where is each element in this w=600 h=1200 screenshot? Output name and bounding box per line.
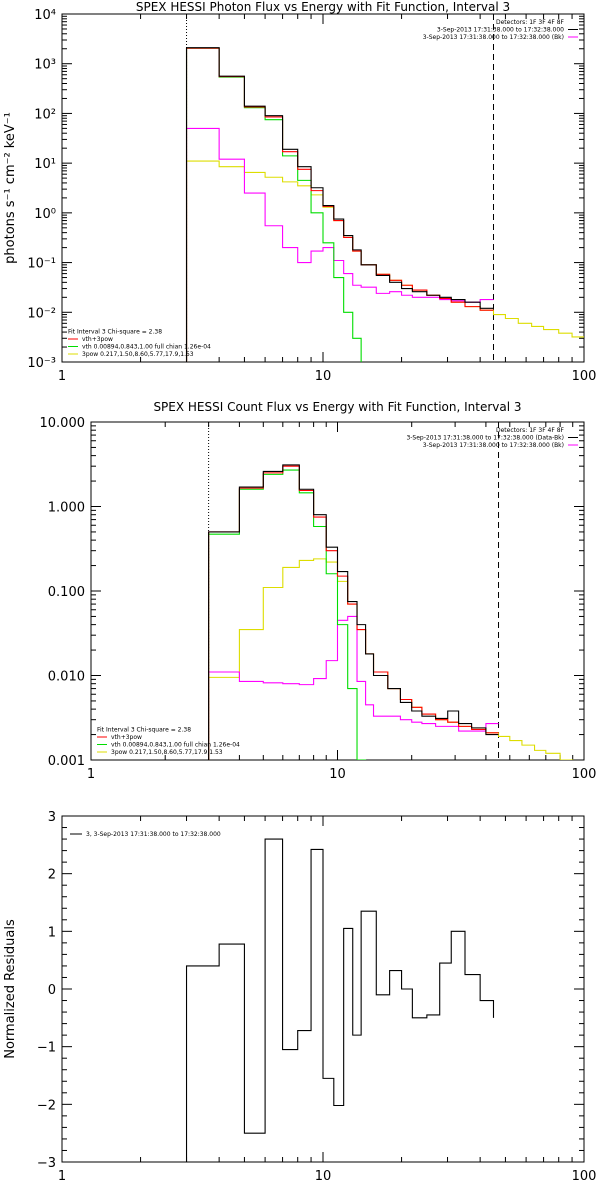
y-tick-label: 0 [48, 983, 56, 998]
series-vth-line [185, 47, 362, 362]
legend-entry-text: 3-Sep-2013 17:31:38.000 to 17:32:38.000 [437, 27, 564, 34]
x-tick-label: 10 [315, 1169, 332, 1184]
series-pow-line [185, 160, 584, 362]
y-tick-label: −3 [37, 1156, 56, 1171]
y-tick-label: −2 [37, 1098, 56, 1113]
y-tick-label: 0.100 [48, 585, 85, 600]
x-tick-label: 10 [329, 767, 346, 782]
series-total-line [208, 465, 499, 760]
y-tick-label: 10² [34, 107, 56, 122]
legend-entry-text: 3pow 0.217,1.50,8.60,5.77,17.9,1.53 [82, 351, 194, 358]
x-axis: 1 10 100 [87, 422, 597, 782]
y-tick-label: −1 [37, 1041, 56, 1056]
series-group [185, 838, 495, 1162]
x-tick-label: 10 [315, 369, 332, 384]
y-tick-label: 10¹ [34, 157, 56, 172]
legend-entry-text: vth 0.00894,0.843,1.00 full chian 1.26e-… [111, 742, 240, 749]
y-axis: 0.001 0.010 0.100 1.000 10.000 [40, 416, 584, 769]
legend-entry-text: vth+3pow [111, 734, 142, 741]
legend-entry-text: Fit Interval 3 Chi-square = 2.38 [97, 727, 191, 734]
legend-entry-text: vth+3pow [82, 336, 113, 343]
x-axis: 1 10 100 [58, 14, 597, 384]
x-axis: 1 10 100 [58, 816, 597, 1184]
y-tick-label: 10⁻² [27, 306, 56, 321]
panel-1: SPEX HESSI Photon Flux vs Energy with Fi… [3, 0, 596, 384]
y-axis-label: Normalized Residuals [3, 919, 18, 1059]
y-tick-label: 10⁻³ [27, 356, 56, 371]
y-axis: −3 −2 −1 0 1 2 3 [37, 810, 584, 1171]
y-tick-label: 1 [48, 925, 56, 940]
y-tick-label: 2 [48, 868, 56, 883]
series-data-line [185, 838, 495, 1162]
series-pow-line [208, 558, 574, 760]
legend-entry-text: Fit Interval 3 Chi-square = 2.38 [68, 329, 162, 336]
y-axis-label: photons s⁻¹ cm⁻² keV⁻¹ [3, 112, 18, 264]
panel-3: 1 10 100 −3 −2 −1 0 1 2 3 Normalized Residuals 3, 3… [3, 810, 596, 1184]
series-data-line [208, 464, 499, 760]
y-tick-label: 10⁻¹ [27, 257, 56, 272]
series-bk-line [185, 127, 494, 362]
x-tick-label: 100 [572, 369, 597, 384]
chart-title: SPEX HESSI Photon Flux vs Energy with Fi… [136, 0, 510, 14]
panel-2: SPEX HESSI Count Flux vs Energy with Fit… [40, 400, 597, 782]
legend-entry-text: Detectors: 1F 3F 4F 8F [496, 19, 565, 26]
legend: Detectors: 1F 3F 4F 8F3-Sep-2013 17:31:3… [97, 427, 578, 756]
y-tick-label: 0.010 [48, 670, 85, 685]
series-total-line [185, 47, 494, 362]
y-tick-label: 10³ [34, 58, 56, 73]
y-tick-label: 1.000 [48, 501, 85, 516]
x-tick-label: 100 [572, 1169, 597, 1184]
legend-entry-text: 3-Sep-2013 17:31:38.000 to 17:32:38.000 … [423, 34, 564, 41]
y-axis: 10⁻³ 10⁻² 10⁻¹ 10⁰ 10¹ 10² 10³ 10⁴ [27, 8, 584, 371]
x-tick-label: 100 [572, 767, 597, 782]
legend-entry-text: 3-Sep-2013 17:31:38.000 to 17:32:38.000 … [406, 435, 564, 442]
legend: 3, 3-Sep-2013 17:31:38.000 to 17:32:38.0… [70, 831, 221, 838]
series-data-line [185, 47, 494, 362]
series-vth-line [208, 469, 367, 760]
chart-title: SPEX HESSI Count Flux vs Energy with Fit… [153, 400, 521, 414]
series-group [185, 47, 584, 362]
y-tick-label: 0.001 [48, 754, 85, 769]
x-tick-label: 1 [58, 1169, 66, 1184]
series-group [208, 464, 574, 760]
y-tick-label: 10⁴ [34, 8, 56, 23]
x-tick-label: 1 [58, 369, 66, 384]
x-tick-label: 1 [87, 767, 95, 782]
series-bk-line [208, 615, 499, 760]
legend-entry-text: Detectors: 1F 3F 4F 8F [496, 427, 565, 434]
legend-entry-text: 3pow 0.217,1.50,8.60,5.77,17.9,1.53 [111, 749, 223, 756]
legend-entry-text: vth 0.00894,0.843,1.00 full chian 1.26e-… [82, 344, 211, 351]
y-tick-label: 3 [48, 810, 56, 825]
legend-entry-text: 3, 3-Sep-2013 17:31:38.000 to 17:32:38.0… [86, 831, 221, 838]
legend: Detectors: 1F 3F 4F 8F3-Sep-2013 17:31:3… [68, 19, 578, 358]
y-tick-label: 10⁰ [34, 207, 56, 222]
y-tick-label: 10.000 [40, 416, 86, 431]
legend-entry-text: 3-Sep-2013 17:31:38.000 to 17:32:38.000 … [423, 442, 564, 449]
